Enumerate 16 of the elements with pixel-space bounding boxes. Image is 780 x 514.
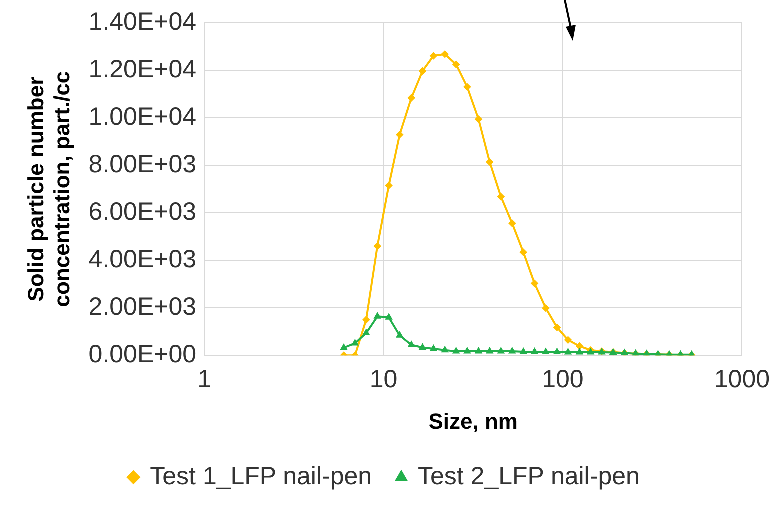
- y-tick-label: 1.20E+04: [88, 55, 197, 84]
- x-tick-label: 1000: [714, 365, 770, 394]
- legend-label: Test 1_LFP nail-pen: [150, 462, 372, 490]
- x-tick-label: 10: [370, 365, 398, 394]
- x-axis-title: Size, nm: [428, 408, 518, 434]
- x-tick-label: 100: [542, 365, 584, 394]
- y-tick-label: 2.00E+03: [88, 292, 197, 321]
- y-tick-label: 1.00E+04: [88, 102, 197, 131]
- y-tick-label: 4.00E+03: [88, 245, 197, 274]
- legend-label: Test 2_LFP nail-pen: [418, 462, 640, 490]
- y-tick-label: 6.00E+03: [88, 198, 197, 226]
- x-tick-label: 1: [198, 365, 212, 394]
- y-axis-title: Solid particle number concentration, part./cc: [23, 71, 75, 308]
- y-tick-label: 8.00E+03: [88, 150, 197, 178]
- y-tick-label: 1.40E+04: [88, 8, 197, 36]
- y-tick-label: 0.00E+00: [88, 340, 197, 368]
